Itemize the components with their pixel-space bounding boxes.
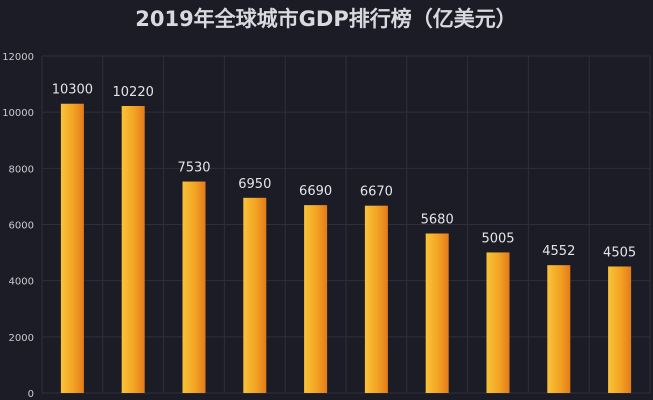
bar-value-label: 6950 [238,177,271,192]
y-tick-label: 12000 [2,52,34,63]
y-tick-label: 8000 [9,164,34,175]
bar-value-label: 6670 [360,185,393,200]
value-labels: 10300 10220 7530 6950 6690 6670 5680 5005 4552 45… [52,83,636,261]
bar[interactable] [364,205,388,393]
y-tick-label: 10000 [2,108,34,119]
bar-value-label: 5680 [421,212,454,227]
bar[interactable] [121,105,145,393]
y-tick-label: 4000 [9,277,34,288]
bar[interactable] [243,197,267,393]
bar-value-label: 7530 [177,161,210,176]
bar[interactable] [60,103,84,393]
bar-value-label: 10300 [52,83,93,98]
bar[interactable] [608,266,632,393]
bar-value-label: 4552 [542,244,575,259]
bar[interactable] [182,181,206,393]
bar[interactable] [304,205,328,393]
bar[interactable] [486,252,510,393]
bar[interactable] [425,233,449,393]
bars [60,103,632,393]
y-tick-label: 6000 [9,221,34,232]
y-tick-label: 2000 [9,333,34,344]
bar-value-label: 10220 [113,85,154,100]
bar-value-label: 4505 [603,245,636,260]
y-axis: 0 2000 4000 6000 8000 10000 12000 [2,52,34,400]
y-tick-label: 0 [28,389,34,400]
bar[interactable] [547,265,571,393]
bar-value-label: 5005 [481,231,514,246]
bar-value-label: 6690 [299,184,332,199]
chart-title: 2019年全球城市GDP排行榜（亿美元） [135,7,517,31]
